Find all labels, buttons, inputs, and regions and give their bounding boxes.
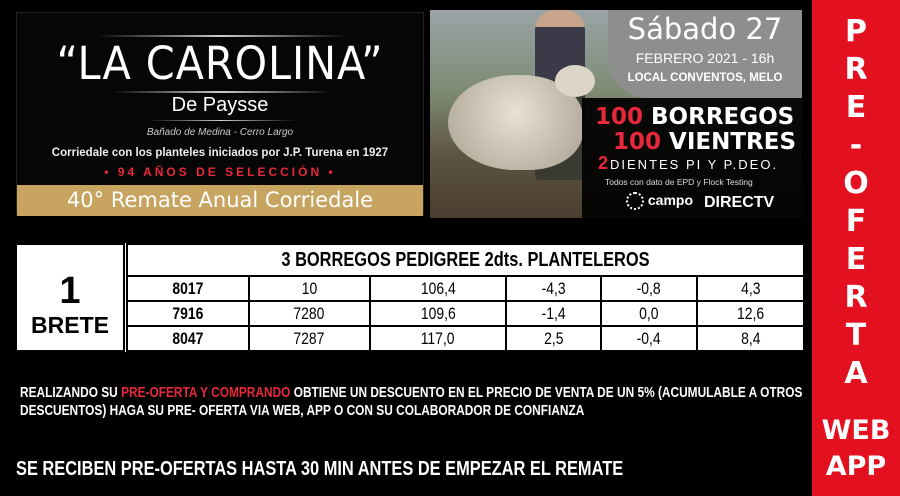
sheep-head-image [555,65,595,97]
sidebar-app: APP [825,451,887,482]
event-location: LOCAL CONVENTOS, MELO [627,72,783,84]
lot-header: 3 BORREGOS PEDIGREE 2dts. PLANTELEROS [126,243,805,277]
cell-value: 117,0 [421,328,455,348]
brete-number: 1 [59,270,81,312]
sidebar-letter: R [844,52,868,87]
brete-cell: 1 BRETE [15,243,125,352]
borregos-count: 100 BORREGOS [595,104,794,130]
table-cell: 7287 [247,325,371,352]
sidebar-letter: E [845,242,867,277]
label: DIENTES PI Y P.DEO. [610,157,779,172]
promo-part: OBTIENE UN DESCUENTO EN EL PRECIO DE VEN… [20,385,803,419]
event-date-time: FEBRERO 2021 - 16h [635,50,775,66]
dientes-line: 2DIENTES PI Y P.DEO. [598,153,778,174]
sidebar-letter: A [844,356,868,391]
promo-text: REALIZANDO SU PRE-OFERTA Y COMPRANDO OBT… [20,384,807,420]
table-row: 7916 7280 109,6 -1,4 0,0 12,6 [126,300,806,327]
cell-value: 106,4 [420,278,456,298]
table-cell: 10 [247,275,371,302]
cell-value: 8,4 [740,328,761,348]
ranch-logo-panel: “LA CAROLINA” De Paysse Bañado de Medina… [16,12,424,216]
table-cell: -0,4 [600,325,698,352]
cell-value: 2,5 [543,328,564,348]
offer-panel [582,98,802,218]
count: 100 [595,104,644,130]
table-cell: 109,6 [369,300,507,327]
promo-highlight: PRE-OFERTA Y COMPRANDO [121,385,291,401]
count: 2 [598,153,611,173]
table-cell: 4,3 [695,275,806,302]
table-cell: 2,5 [504,325,603,352]
cell-value: -0,8 [637,278,662,298]
cell-value: 10 [301,278,318,298]
table-cell: -1,4 [504,300,603,327]
promo-part: REALIZANDO SU [20,385,122,401]
cell-value: 7280 [293,303,325,323]
ranch-location: Bañado de Medina - Cerro Largo [146,127,294,138]
table-cell: 12,6 [695,300,806,327]
sidebar-web: WEB [821,415,891,446]
sidebar-letter: P [845,14,867,49]
count: 100 [613,129,662,155]
divider [97,35,347,37]
cell-value: -0,4 [637,328,662,348]
vientres-count: 100 VIENTRES [613,129,796,155]
date-panel: Sábado 27 FEBRERO 2021 - 16h LOCAL CONVE… [608,10,802,98]
sidebar-letter: T [845,318,867,353]
cell-value: -1,4 [541,303,566,323]
sidebar-letter: F [845,204,867,239]
sidebar-letter: O [843,166,869,201]
campo-tv-logo: campo [626,192,693,211]
pre-oferta-sidebar: P R E - O F E R T A WEB APP [812,0,900,496]
divider [112,91,332,93]
table-cell: 106,4 [369,275,507,302]
table-cell: -0,8 [600,275,698,302]
label: BORREGOS [651,104,795,130]
label: VIENTRES [669,129,797,155]
table-cell: 7280 [247,300,371,327]
cell-value: 12,6 [736,303,764,323]
deadline-notice: SE RECIBEN PRE-OFERTAS HASTA 30 MIN ANTE… [16,458,624,480]
table-cell: -4,3 [504,275,603,302]
cell-value: 109,6 [420,303,456,323]
lot-table: 1 BRETE 3 BORREGOS PEDIGREE 2dts. PLANTE… [15,243,806,352]
header-text: 3 BORREGOS PEDIGREE 2dts. PLANTELEROS [281,248,650,271]
event-day: Sábado 27 [627,12,783,46]
lot-grid: 3 BORREGOS PEDIGREE 2dts. PLANTELEROS 80… [126,243,806,352]
cell-value: 0,0 [639,303,659,323]
table-cell: 8,4 [695,325,806,352]
ranch-name: “LA CAROLINA” [56,37,384,90]
directv-logo: DIRECTV [704,194,775,211]
cell-value: 7916 [172,303,204,323]
event-photo-panel: Sábado 27 FEBRERO 2021 - 16h LOCAL CONVE… [430,10,802,218]
table-cell: 0,0 [600,300,698,327]
table-row: 8017 10 106,4 -4,3 -0,8 4,3 [126,275,806,302]
cell-value: 7287 [293,328,325,348]
epd-note: Todos con dato de EPD y Flock Testing [605,177,753,187]
brete-label: BRETE [31,312,109,338]
table-cell: 7916 [126,300,250,327]
globe-icon [626,192,644,211]
sidebar-letter: - [849,128,863,163]
years-selection: • 94 AÑOS DE SELECCIÓN • [104,165,336,179]
cell-value: 8047 [172,328,204,348]
table-cell: 8017 [126,275,250,302]
sidebar-letter: E [845,90,867,125]
sidebar-letter: R [844,280,868,315]
ranch-subtitle: De Paysse [171,94,269,116]
divider [147,120,297,121]
table-cell: 8047 [126,325,250,352]
cell-value: 4,3 [740,278,761,298]
founded-text: Corriedale con los planteles iniciados p… [51,147,389,159]
remate-banner: 40° Remate Anual Corriedale [17,185,423,216]
table-row: 8047 7287 117,0 2,5 -0,4 8,4 [126,325,806,352]
cell-value: -4,3 [541,278,566,298]
cell-value: 8017 [172,278,204,298]
table-cell: 117,0 [369,325,507,352]
